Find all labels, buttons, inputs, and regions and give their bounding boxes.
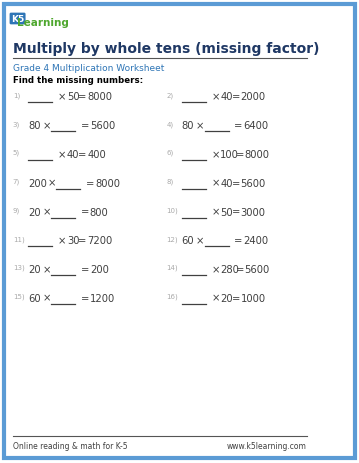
Text: 3000: 3000 [241,207,266,217]
Text: ×: × [211,92,220,102]
Text: ×: × [196,236,204,246]
Text: =: = [236,264,244,275]
Text: 2000: 2000 [241,92,266,102]
Text: 8): 8) [166,178,173,185]
Text: 7): 7) [13,178,20,185]
Text: =: = [78,236,87,246]
Text: ×: × [42,264,51,275]
Text: Learning: Learning [17,18,69,28]
Text: 12): 12) [166,236,178,242]
Text: 4): 4) [166,121,173,127]
Text: =: = [232,178,240,188]
Text: Multiply by whole tens (missing factor): Multiply by whole tens (missing factor) [13,42,319,56]
Text: 80: 80 [28,121,41,131]
Text: www.k5learning.com: www.k5learning.com [227,441,307,450]
Text: 100: 100 [220,150,239,160]
Text: 1200: 1200 [90,293,115,303]
Text: 16): 16) [166,293,178,300]
Text: ×: × [42,207,51,217]
Text: 8000: 8000 [87,92,112,102]
Text: 15): 15) [13,293,24,300]
Text: ×: × [211,178,220,188]
Text: =: = [78,150,87,160]
Text: 50: 50 [67,92,79,102]
Text: ×: × [42,293,51,303]
Text: ×: × [47,178,56,188]
Text: 13): 13) [13,264,24,271]
Text: =: = [232,92,240,102]
Text: ×: × [58,92,66,102]
Text: =: = [232,207,240,217]
Text: 40: 40 [220,92,233,102]
Text: 5600: 5600 [241,178,266,188]
Text: 6400: 6400 [243,121,268,131]
Text: K5: K5 [11,15,24,24]
Text: ×: × [211,150,220,160]
Text: 40: 40 [220,178,233,188]
Text: 50: 50 [220,207,233,217]
Text: 9): 9) [13,207,20,213]
Text: 200: 200 [90,264,109,275]
Text: 6): 6) [166,150,173,156]
Text: ×: × [58,150,66,160]
Text: 60: 60 [182,236,194,246]
Text: 20: 20 [28,264,41,275]
Text: =: = [81,207,89,217]
Text: =: = [234,236,243,246]
Text: 20: 20 [220,293,233,303]
Text: Find the missing numbers:: Find the missing numbers: [13,76,143,85]
Text: 3): 3) [13,121,20,127]
Text: 14): 14) [166,264,178,271]
Text: 11): 11) [13,236,24,242]
Text: 1): 1) [13,92,20,99]
Text: =: = [86,178,94,188]
Text: 7200: 7200 [87,236,112,246]
Text: 20: 20 [28,207,41,217]
Text: 10): 10) [166,207,178,213]
Text: Grade 4 Multiplication Worksheet: Grade 4 Multiplication Worksheet [13,63,164,73]
Text: 400: 400 [87,150,106,160]
Text: ×: × [42,121,51,131]
Text: 40: 40 [67,150,79,160]
Text: 800: 800 [90,207,108,217]
Text: 1000: 1000 [241,293,266,303]
Text: 2): 2) [166,92,173,99]
Text: 5600: 5600 [244,264,270,275]
Text: =: = [236,150,244,160]
Text: =: = [81,293,89,303]
Text: =: = [232,293,240,303]
Text: ×: × [211,207,220,217]
Text: =: = [81,264,89,275]
Text: =: = [78,92,87,102]
Text: 5600: 5600 [90,121,115,131]
Text: 280: 280 [220,264,239,275]
Text: 8000: 8000 [244,150,270,160]
Text: ×: × [196,121,204,131]
Text: 80: 80 [182,121,194,131]
Text: 2400: 2400 [243,236,268,246]
Text: ×: × [211,264,220,275]
Text: =: = [81,121,89,131]
Text: ×: × [211,293,220,303]
Text: Online reading & math for K-5: Online reading & math for K-5 [13,441,127,450]
Text: ×: × [58,236,66,246]
Text: 8000: 8000 [95,178,120,188]
Text: =: = [234,121,243,131]
Text: 60: 60 [28,293,41,303]
Text: 30: 30 [67,236,79,246]
Text: 200: 200 [28,178,47,188]
Text: 5): 5) [13,150,20,156]
